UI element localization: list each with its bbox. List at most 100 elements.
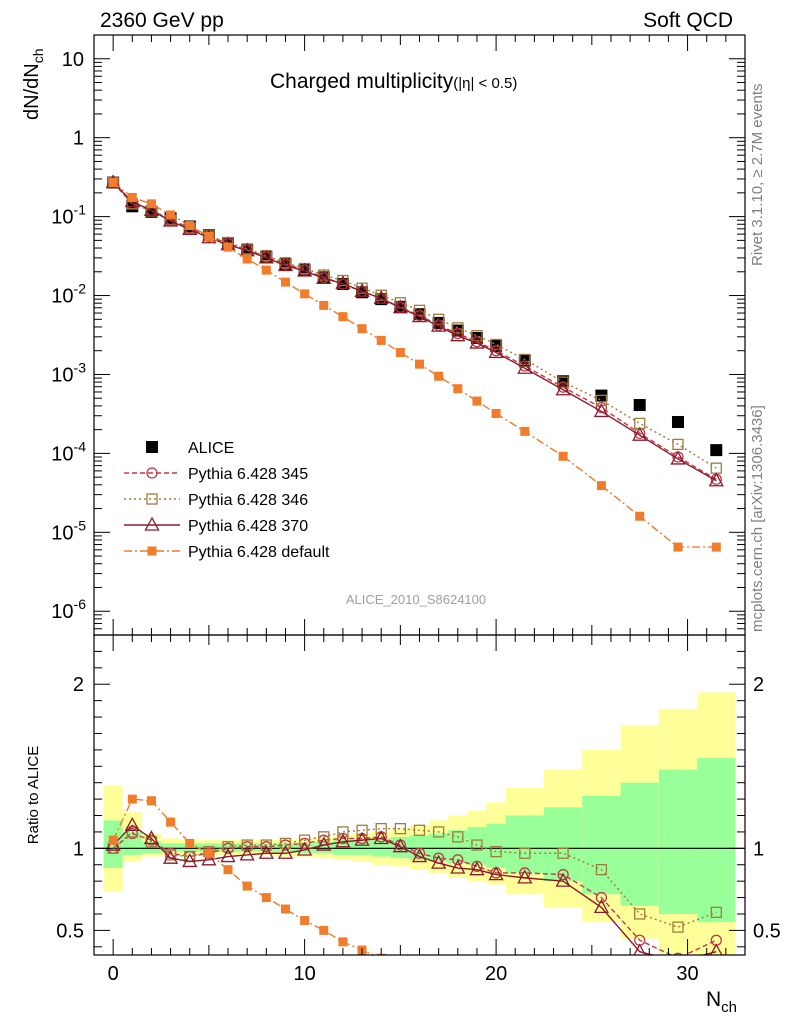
main-y-ticks: 10-6 10-5 10-4 10-3 10-2 10-1 1 10 <box>51 49 745 630</box>
main-series-point <box>710 444 723 457</box>
main-series-point <box>431 317 447 332</box>
main-series-point <box>596 481 606 491</box>
ratio-series-point <box>373 830 389 845</box>
uncertainty-band-green <box>141 841 162 854</box>
uncertainty-band-green <box>314 841 334 854</box>
main-series-point <box>204 231 214 241</box>
main-series-point <box>108 178 118 188</box>
ratio-series-point <box>335 833 351 848</box>
ratio-ytick-label: 2 <box>73 674 84 696</box>
ratio-series-point <box>319 925 329 935</box>
ratio-ylabel: Ratio to ALICE <box>25 746 42 844</box>
ratio-series-point <box>392 838 408 853</box>
main-series-point <box>671 415 684 428</box>
main-series-point <box>672 438 684 451</box>
ratio-series-point <box>201 851 217 866</box>
legend-label: ALICE <box>188 440 234 457</box>
main-ytick-label: 10-1 <box>51 202 86 229</box>
main-series-point <box>490 338 502 351</box>
ratio-series-point <box>146 796 156 806</box>
legend-marker <box>146 467 158 479</box>
main-series-line <box>112 182 717 480</box>
main-series-point <box>673 542 683 552</box>
ratio-series-point <box>471 839 483 851</box>
main-ytick-label: 10 <box>62 49 84 71</box>
ratio-series-point <box>356 824 368 836</box>
uncertainty-band-green <box>429 833 449 862</box>
main-series-point <box>143 201 160 217</box>
main-series-point <box>632 426 648 441</box>
main-series-line <box>112 182 717 482</box>
main-series-point <box>223 242 233 252</box>
main-series-point <box>258 249 274 264</box>
main-series-line <box>112 182 717 469</box>
main-series-point <box>300 289 310 299</box>
main-ytick-label: 10-3 <box>51 359 86 386</box>
main-ylabel-text: dN/dN <box>21 63 43 120</box>
ratio-ytick-label: 1 <box>73 838 84 860</box>
ratio-series-line <box>112 832 717 955</box>
ratio-series-point <box>204 848 214 858</box>
ratio-series-point <box>415 965 424 974</box>
ratio-series-point <box>413 824 426 836</box>
legend-marker <box>147 546 157 556</box>
ratio-series-point <box>220 848 236 863</box>
main-series-point <box>335 275 351 290</box>
ratio-series-point <box>710 906 722 918</box>
energy-label: 2360 GeV pp <box>100 9 224 32</box>
ratio-series-point <box>126 826 138 838</box>
ratio-ytick-label-right: 0.5 <box>753 920 781 942</box>
uncertainty-band-green <box>543 807 583 882</box>
legend-label: Pythia 6.428 default <box>188 544 330 561</box>
ratio-ytick-label-right: 2 <box>753 674 764 696</box>
ratio-series-point <box>143 830 160 845</box>
ratio-series-point <box>108 835 118 845</box>
ratio-series-point <box>297 841 313 856</box>
main-series-point <box>557 376 569 388</box>
main-series-point <box>280 277 290 287</box>
ratio-series-point <box>396 959 405 968</box>
main-series-point <box>520 426 530 436</box>
ratio-series-point <box>280 904 290 914</box>
main-series-point <box>519 353 531 366</box>
ratio-series-point <box>375 822 387 835</box>
ratio-series-point <box>517 869 533 884</box>
ratio-series-point <box>298 834 311 846</box>
ratio-series-point <box>258 844 274 859</box>
ratio-series-point <box>166 817 176 827</box>
ratio-series-point <box>672 921 684 933</box>
main-series-point <box>376 335 386 345</box>
ratio-ticks: 0 10 20 30 0.5 0.5 1 1 2 2 <box>56 635 781 985</box>
uncertainty-band-green <box>122 831 142 855</box>
plot-title-sub: (|η| < 0.5) <box>453 75 517 92</box>
ratio-xtick-label: 10 <box>293 963 315 985</box>
ratio-series-point <box>223 865 233 875</box>
ratio-series-point <box>557 868 569 881</box>
ratio-series-point <box>222 841 234 853</box>
ratio-series-point <box>453 975 462 984</box>
main-series-point <box>434 371 444 381</box>
main-series-point <box>557 375 570 388</box>
main-ytick-label: 10-2 <box>51 281 86 308</box>
ratio-series-point <box>260 839 272 851</box>
main-series-point <box>453 384 463 394</box>
ratio-xlabel-text: N <box>706 988 721 1011</box>
uncertainty-band-green <box>467 827 487 865</box>
ratio-series-point <box>318 831 330 843</box>
ratio-series-point <box>411 848 428 863</box>
main-series-point <box>297 262 313 277</box>
main-series-point <box>593 403 609 418</box>
main-series-point <box>711 542 721 552</box>
ratio-ytick-label: 0.5 <box>56 920 84 942</box>
ratio-xtick-label: 20 <box>485 963 507 985</box>
ratio-series-point <box>593 899 609 914</box>
ratio-series-point <box>488 866 504 881</box>
uncertainty-band-green <box>620 782 659 906</box>
ratio-series-point <box>635 1000 644 1009</box>
ratio-series-point <box>490 845 502 858</box>
main-series-point <box>432 313 445 325</box>
ratio-series-line <box>112 827 717 928</box>
legend-marker <box>144 516 160 531</box>
main-series-point <box>261 265 271 275</box>
